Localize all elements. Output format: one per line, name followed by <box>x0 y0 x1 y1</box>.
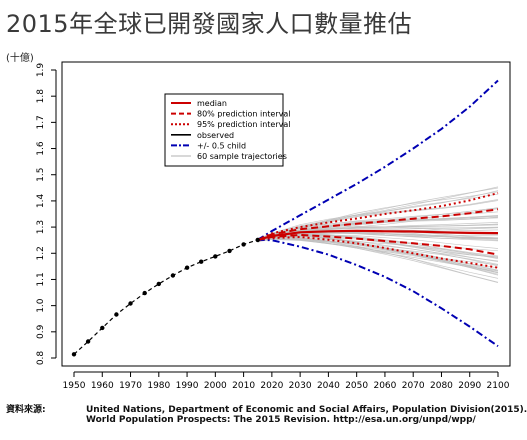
pi80-lower-line <box>257 233 499 256</box>
x-tick-label: 2070 <box>402 381 425 391</box>
source-text-1: United Nations, Department of Economic a… <box>86 405 527 415</box>
y-unit-label: (十億) <box>6 53 34 64</box>
observed-point <box>71 352 77 357</box>
child-lower-line <box>257 238 499 348</box>
y-tick-label: 1.3 <box>36 220 46 234</box>
x-tick-label: 2020 <box>260 381 283 391</box>
observed-point <box>241 242 246 247</box>
y-tick-label: 1.5 <box>36 168 46 182</box>
observed-line <box>73 239 258 355</box>
sample-trajectory <box>257 193 499 242</box>
x-tick-label: 1950 <box>63 381 86 391</box>
x-tick-label: 2000 <box>204 381 227 391</box>
y-tick-label: 1.9 <box>36 63 46 78</box>
y-tick-label: 1.7 <box>36 115 46 129</box>
y-tick-label: 1.0 <box>36 298 46 313</box>
observed-point <box>142 290 147 296</box>
y-tick-label: 1.6 <box>36 141 46 156</box>
legend-box <box>164 93 284 167</box>
observed-point <box>128 301 133 306</box>
x-tick-label: 2060 <box>373 381 396 391</box>
observed-point <box>170 273 176 278</box>
x-tick-label: 1960 <box>91 381 114 391</box>
source-text-2: World Population Prospects: The 2015 Rev… <box>86 415 476 425</box>
legend-label-pi95: 95% prediction interval <box>197 120 291 129</box>
observed-point <box>114 312 119 317</box>
y-tick-label: 1.8 <box>36 89 46 104</box>
observed-point <box>100 325 105 331</box>
observed-point <box>85 339 91 344</box>
sample-trajectory <box>257 239 499 276</box>
legend-label-child: +/- 0.5 child <box>197 141 246 150</box>
y-tick-label: 1.2 <box>36 246 46 260</box>
legend-label-median: median <box>197 99 227 108</box>
observed-point <box>255 237 260 243</box>
y-tick-label: 1.1 <box>36 272 46 286</box>
observed-point <box>184 265 190 270</box>
x-tick-label: 2030 <box>289 381 312 391</box>
y-tick-label: 1.4 <box>36 193 46 208</box>
observed-point <box>213 254 218 259</box>
source-label: 資料來源: <box>6 405 46 415</box>
observed-point <box>199 259 204 264</box>
y-tick-label: 0.9 <box>36 324 46 339</box>
observed-point <box>156 281 161 287</box>
page-title: 2015年全球已開發國家人口數量推估 <box>6 10 413 38</box>
sample-trajectory <box>257 239 499 283</box>
x-tick-label: 2050 <box>345 381 368 391</box>
x-tick-label: 2080 <box>430 381 453 391</box>
x-tick-label: 1980 <box>147 381 170 391</box>
series-group <box>71 79 499 357</box>
source-line-1: 資料來源: United Nations, Department of Econo… <box>6 402 527 415</box>
y-tick-label: 0.8 <box>36 351 46 366</box>
legend-label-pi80: 80% prediction interval <box>197 110 291 119</box>
x-tick-label: 2040 <box>317 381 340 391</box>
x-tick-label: 1990 <box>176 381 199 391</box>
legend-label-samples: 60 sample trajectories <box>197 152 287 161</box>
source-line-2: World Population Prospects: The 2015 Rev… <box>6 415 476 425</box>
pi95-upper-line <box>257 192 499 241</box>
median-line <box>257 229 499 241</box>
observed-point <box>227 248 232 254</box>
x-tick-label: 1970 <box>119 381 142 391</box>
axes-group: 1950 1960 1970 1980 1990 2000 2010 2020 2030 2040… <box>36 61 511 391</box>
plot-frame <box>61 61 511 367</box>
x-tick-label: 2090 <box>458 381 481 391</box>
sample-trajectory <box>257 236 499 265</box>
x-tick-label: 2010 <box>232 381 255 391</box>
x-tick-label: 2100 <box>487 381 510 391</box>
sample-trajectory <box>257 200 499 242</box>
sample-trajectory <box>257 238 499 271</box>
child-upper-line <box>257 79 499 241</box>
legend-label-observed: observed <box>197 131 234 140</box>
pi80-upper-line <box>257 208 499 241</box>
